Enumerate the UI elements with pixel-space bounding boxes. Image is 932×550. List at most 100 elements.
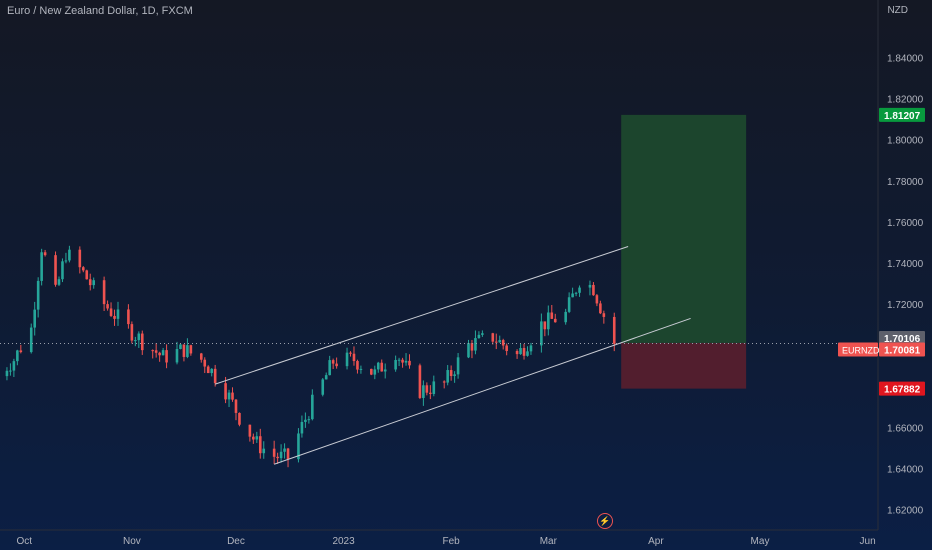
candle-body[interactable] xyxy=(529,345,533,352)
candle-body[interactable] xyxy=(272,448,276,457)
candle-body[interactable] xyxy=(456,357,460,375)
candle-body[interactable] xyxy=(238,412,241,425)
candle-body[interactable] xyxy=(311,394,314,420)
candle-body[interactable] xyxy=(612,316,616,344)
candle-body[interactable] xyxy=(550,312,554,319)
candle-body[interactable] xyxy=(210,368,213,374)
candle-body[interactable] xyxy=(498,340,502,343)
candle-body[interactable] xyxy=(553,318,557,323)
candle-body[interactable] xyxy=(567,297,571,312)
channel-lower-line[interactable] xyxy=(273,317,691,465)
candle-body[interactable] xyxy=(227,392,231,400)
candle-body[interactable] xyxy=(404,360,408,363)
candle-body[interactable] xyxy=(578,287,581,293)
candle-body[interactable] xyxy=(175,348,179,363)
candle-body[interactable] xyxy=(481,333,484,335)
candle-body[interactable] xyxy=(429,392,432,394)
profit-zone[interactable] xyxy=(621,114,747,343)
candle-body[interactable] xyxy=(165,350,168,363)
candle-body[interactable] xyxy=(43,252,47,256)
candle-body[interactable] xyxy=(279,451,283,459)
candle-body[interactable] xyxy=(57,279,61,285)
candle-body[interactable] xyxy=(5,370,9,377)
candle-body[interactable] xyxy=(102,280,106,305)
candle-body[interactable] xyxy=(349,352,352,354)
candle-body[interactable] xyxy=(321,379,325,395)
candle-body[interactable] xyxy=(359,368,363,370)
candle-body[interactable] xyxy=(352,353,356,362)
candle-body[interactable] xyxy=(36,280,40,310)
candle-body[interactable] xyxy=(515,350,519,355)
candle-body[interactable] xyxy=(564,311,567,323)
candle-body[interactable] xyxy=(602,313,606,317)
candle-body[interactable] xyxy=(161,350,165,356)
candle-body[interactable] xyxy=(127,309,130,325)
candle-body[interactable] xyxy=(158,352,161,356)
candle-body[interactable] xyxy=(380,362,384,372)
candle-body[interactable] xyxy=(68,249,71,261)
candle-body[interactable] xyxy=(109,308,113,316)
candle-body[interactable] xyxy=(547,312,550,330)
candle-body[interactable] xyxy=(595,295,599,304)
candle-body[interactable] xyxy=(54,255,57,285)
candle-body[interactable] xyxy=(213,368,217,384)
candle-body[interactable] xyxy=(304,419,307,422)
candle-body[interactable] xyxy=(283,448,286,452)
candle-body[interactable] xyxy=(81,267,85,271)
candle-body[interactable] xyxy=(442,381,446,383)
candle-body[interactable] xyxy=(297,433,300,460)
symbol-tag-box[interactable] xyxy=(838,342,878,357)
lightning-icon[interactable]: ⚡ xyxy=(597,513,613,529)
candle-body[interactable] xyxy=(592,284,595,296)
candle-body[interactable] xyxy=(519,348,522,355)
candle-body[interactable] xyxy=(599,303,602,314)
candle-body[interactable] xyxy=(186,345,189,357)
candle-body[interactable] xyxy=(189,345,193,354)
candle-body[interactable] xyxy=(574,292,578,294)
candle-body[interactable] xyxy=(262,448,266,454)
candle-body[interactable] xyxy=(106,304,109,309)
candle-body[interactable] xyxy=(248,424,252,437)
candle-body[interactable] xyxy=(522,348,526,356)
candle-body[interactable] xyxy=(571,293,574,298)
candle-body[interactable] xyxy=(370,368,373,375)
candle-body[interactable] xyxy=(61,261,64,280)
candle-body[interactable] xyxy=(453,374,456,377)
candle-body[interactable] xyxy=(376,362,380,370)
candle-body[interactable] xyxy=(373,369,377,375)
candle-body[interactable] xyxy=(446,370,449,383)
channel-upper-line[interactable] xyxy=(215,246,629,385)
price-label-box[interactable] xyxy=(879,107,925,122)
candle-body[interactable] xyxy=(206,366,210,374)
candle-body[interactable] xyxy=(467,343,470,358)
candle-body[interactable] xyxy=(418,365,422,398)
candle-body[interactable] xyxy=(526,351,529,356)
candle-body[interactable] xyxy=(276,456,279,459)
candle-body[interactable] xyxy=(477,334,481,339)
candle-body[interactable] xyxy=(182,344,186,357)
candle-body[interactable] xyxy=(408,360,411,366)
candle-body[interactable] xyxy=(383,369,387,372)
candle-body[interactable] xyxy=(258,436,262,454)
candle-body[interactable] xyxy=(286,448,290,460)
candle-body[interactable] xyxy=(64,260,68,262)
price-label-box[interactable] xyxy=(879,330,925,345)
candle-body[interactable] xyxy=(543,321,547,330)
candle-body[interactable] xyxy=(113,315,116,319)
candle-body[interactable] xyxy=(540,321,543,346)
candle-body[interactable] xyxy=(203,359,207,367)
candle-body[interactable] xyxy=(134,340,137,342)
candle-body[interactable] xyxy=(179,344,182,349)
candle-body[interactable] xyxy=(328,360,331,376)
candle-body[interactable] xyxy=(12,361,16,371)
candle-body[interactable] xyxy=(397,359,401,361)
candle-body[interactable] xyxy=(255,436,259,440)
candle-body[interactable] xyxy=(331,360,335,364)
candle-body[interactable] xyxy=(85,270,89,280)
candle-body[interactable] xyxy=(300,421,304,434)
candle-body[interactable] xyxy=(29,327,33,353)
candle-body[interactable] xyxy=(449,370,453,377)
candle-body[interactable] xyxy=(116,309,120,319)
candle-body[interactable] xyxy=(234,399,238,413)
